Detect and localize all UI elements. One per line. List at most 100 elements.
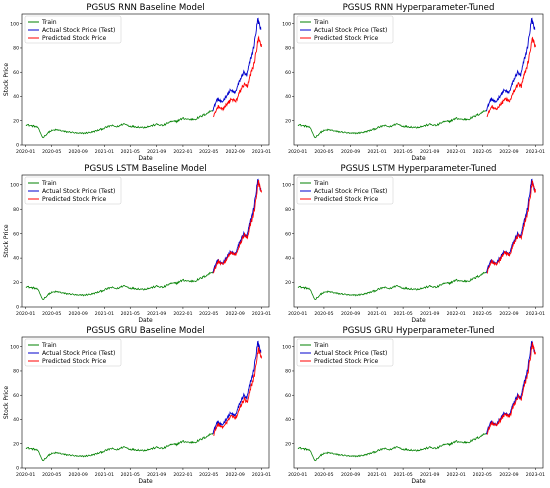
y-tick-label: 0 [16,466,19,472]
y-tick-label: 60 [13,231,19,237]
y-tick-label: 60 [13,70,19,76]
y-tick-label: 80 [13,207,19,213]
chart-panel-3: PGSUS LSTM Baseline Model 0 20 40 60 80 100 202… [3,164,271,324]
x-tick-label: 2021-01 [95,472,114,478]
y-tick-label: 100 [10,344,19,350]
x-tick-label: 2023-01 [526,311,545,317]
x-tick-label: 2023-01 [252,311,271,317]
y-tick-label: 100 [282,182,291,188]
x-tick-label: 2020-09 [341,149,360,155]
x-tick-label: 2022-01 [447,311,466,317]
x-tick-label: 2022-01 [173,311,192,317]
x-tick-label: 2021-09 [147,149,166,155]
x-tick-label: 2022-01 [173,472,192,478]
x-axis-label: Date [138,317,153,324]
x-tick-label: 2021-05 [121,149,140,155]
y-axis-label: Stock Price [3,386,10,419]
legend-train-label: Train [313,342,329,349]
x-axis-label: Date [411,155,426,162]
x-tick-label: 2020-01 [16,149,35,155]
series-predicted-line [213,346,262,437]
series-predicted-line [213,35,262,118]
x-tick-label: 2022-09 [226,149,245,155]
x-tick-label: 2023-01 [526,149,545,155]
chart-panel-2: PGSUS RNN Hyperparameter-Tuned 20 40 60 80 10… [282,3,545,162]
x-tick-label: 2022-09 [499,311,518,317]
x-tick-label: 2021-01 [367,149,386,155]
y-tick-label: 80 [13,46,19,52]
x-tick-label: 2021-01 [95,311,114,317]
x-tick-label: 2020-05 [42,472,61,478]
legend-train-label: Train [41,19,57,26]
y-tick-label: 80 [285,46,291,52]
x-tick-label: 2020-01 [16,311,35,317]
y-axis-label: Stock Price [3,63,10,96]
x-tick-label: 2022-05 [199,472,218,478]
x-tick-label: 2021-05 [393,149,412,155]
x-tick-label: 2022-01 [447,149,466,155]
legend-actual-label: Actual Stock Price (Test) [42,350,115,357]
legend-actual-label: Actual Stock Price (Test) [314,350,387,357]
chart-title: PGSUS LSTM Baseline Model [84,164,206,174]
y-tick-label: 40 [285,417,291,423]
x-tick-label: 2020-05 [42,311,61,317]
x-tick-label: 2022-05 [199,149,218,155]
y-tick-label: 0 [16,305,19,311]
legend-predicted-label: Predicted Stock Price [42,358,106,365]
x-tick-label: 2021-09 [147,472,166,478]
y-tick-label: 100 [10,21,19,27]
y-tick-label: 80 [285,369,291,375]
y-tick-label: 40 [285,94,291,100]
y-tick-label: 20 [13,441,19,447]
x-tick-label: 2021-01 [367,472,386,478]
y-tick-label: 60 [285,231,291,237]
x-tick-label: 2020-09 [341,472,360,478]
x-tick-label: 2020-01 [16,472,35,478]
legend-train-label: Train [41,180,57,187]
legend-actual-label: Actual Stock Price (Test) [314,188,387,195]
x-tick-label: 2020-09 [69,472,88,478]
x-tick-label: 2022-01 [173,149,192,155]
legend-box [24,15,122,44]
x-axis-label: Date [138,478,153,485]
legend-actual-label: Actual Stock Price (Test) [42,27,115,34]
y-tick-label: 60 [285,393,291,399]
series-train-line [25,432,214,462]
x-tick-label: 2021-01 [95,149,114,155]
x-tick-label: 2020-01 [288,472,307,478]
y-tick-label: 20 [13,280,19,286]
y-tick-label: 40 [13,417,19,423]
y-tick-label: 20 [13,118,19,124]
legend-actual-label: Actual Stock Price (Test) [314,27,387,34]
x-tick-label: 2020-09 [341,311,360,317]
legend-predicted-label: Predicted Stock Price [314,196,378,203]
legend-predicted-label: Predicted Stock Price [42,35,106,42]
legend-box [296,338,394,367]
x-tick-label: 2021-05 [393,472,412,478]
series-train-line [297,109,487,139]
y-tick-label: 20 [285,441,291,447]
legend-box [24,176,122,205]
x-tick-label: 2021-05 [121,311,140,317]
legend-train-label: Train [41,342,57,349]
chart-title: PGSUS GRU Baseline Model [86,326,204,336]
series-predicted-line [486,180,536,274]
x-tick-label: 2021-01 [367,311,386,317]
x-tick-label: 2020-05 [314,311,333,317]
x-tick-label: 2021-05 [393,311,412,317]
series-predicted-line [486,341,536,435]
legend-box [296,15,394,44]
x-tick-label: 2021-09 [420,311,439,317]
x-tick-label: 2022-09 [226,311,245,317]
x-axis-label: Date [411,317,426,324]
chart-panel-6: PGSUS GRU Hyperparameter-Tuned 20 40 60 80 10… [282,326,545,485]
chart-title: PGSUS LSTM Hyperparameter-Tuned [341,164,497,174]
x-tick-label: 2020-09 [69,149,88,155]
series-train-line [25,271,214,301]
